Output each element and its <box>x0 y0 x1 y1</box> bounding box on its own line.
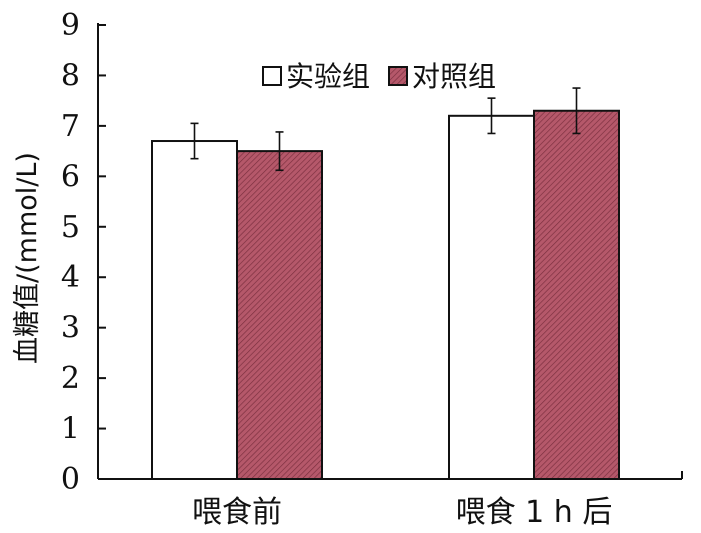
y-axis-title: 血糖值/(mmol/L) <box>12 152 43 364</box>
bars <box>151 109 620 481</box>
legend-swatch-series-1 <box>262 66 282 86</box>
y-tick-label-0: 0 <box>61 462 80 497</box>
y-tick-label-8: 8 <box>61 58 80 93</box>
bar-s2-c2 <box>533 109 620 480</box>
y-tick-label-9: 9 <box>61 8 80 43</box>
bar-s1-c1 <box>151 140 238 480</box>
bar-s2-c1 <box>236 150 323 480</box>
x-tick-label-2: 喂食 1 h 后 <box>456 495 613 530</box>
legend-label-series-1: 实验组 <box>286 60 370 93</box>
y-tick-label-2: 2 <box>61 361 80 396</box>
y-tick-label-6: 6 <box>61 159 80 194</box>
y-tick-label-5: 5 <box>61 210 80 245</box>
y-tick-label-7: 7 <box>61 109 80 144</box>
x-tick-label-1: 喂食前 <box>192 495 282 530</box>
legend-label-series-2: 对照组 <box>412 60 496 93</box>
legend: 实验组 对照组 <box>262 60 496 93</box>
y-tick-label-1: 1 <box>61 412 80 447</box>
x-tick-labels: 喂食前 喂食 1 h 后 <box>192 495 612 530</box>
y-tick-label-3: 3 <box>61 311 80 346</box>
y-tick-label-4: 4 <box>61 260 80 295</box>
error-bars <box>190 87 581 172</box>
bar-s1-c2 <box>448 114 535 481</box>
legend-swatch-series-2 <box>388 66 408 86</box>
